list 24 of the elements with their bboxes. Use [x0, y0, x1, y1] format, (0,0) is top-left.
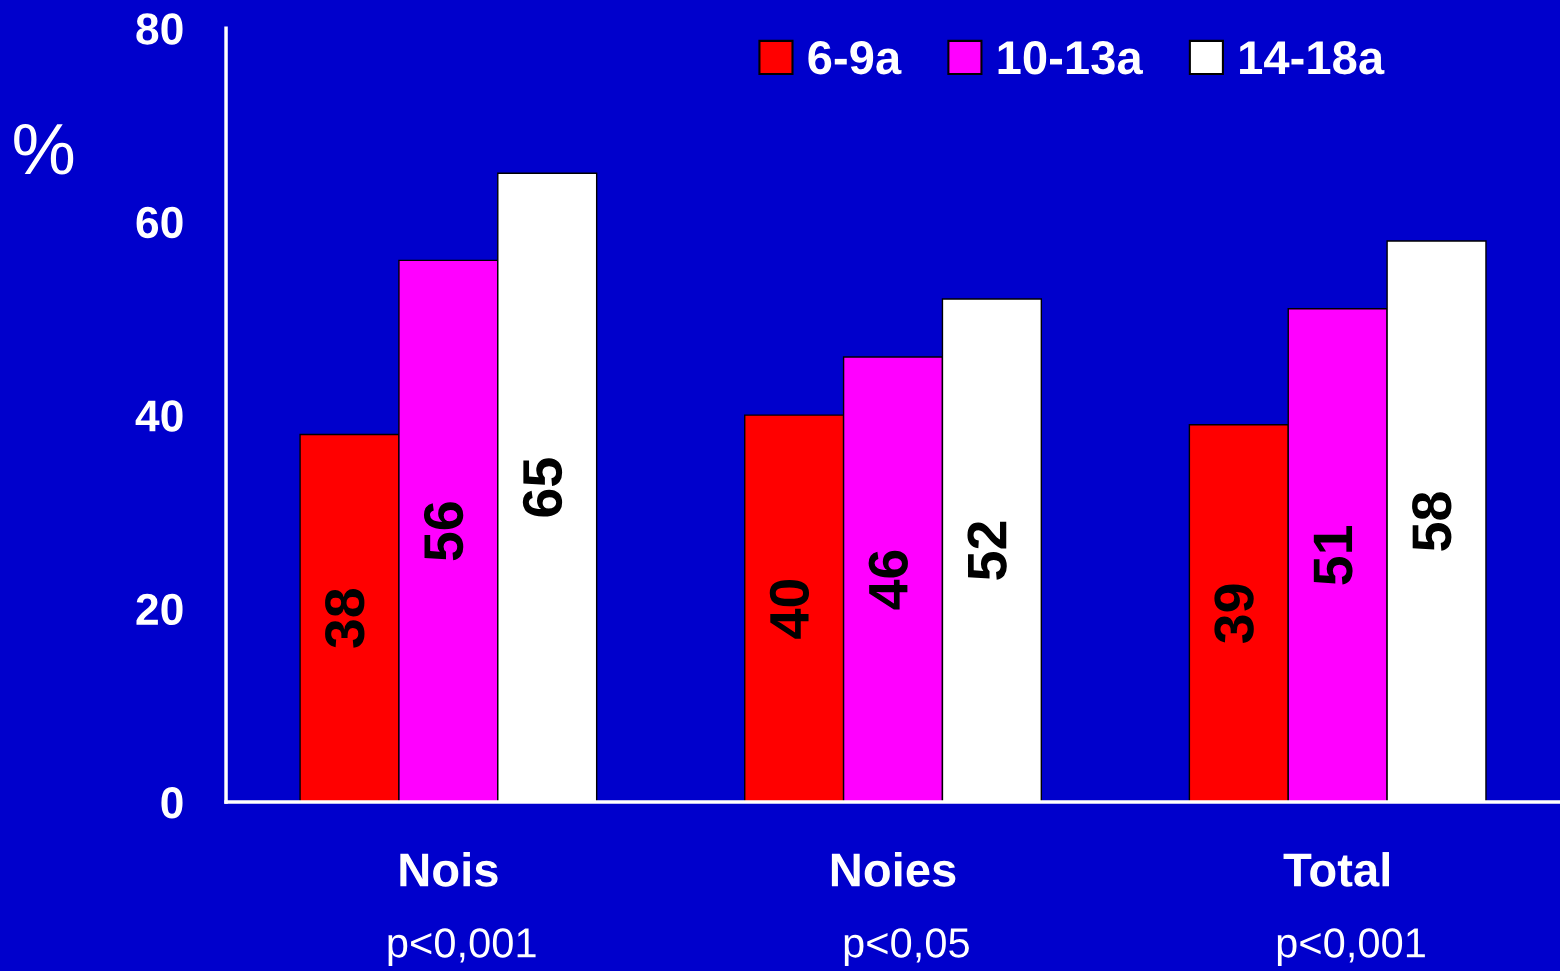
data-label: 56 [423, 502, 464, 561]
text: p<0,001 [1277, 928, 1425, 966]
data-label: 58 [1412, 492, 1452, 551]
y-tick-label: 0 [161, 787, 183, 819]
x-tick-label: Noies [831, 852, 956, 887]
data-label: 40 [769, 579, 810, 639]
x-tick-label: Total [1283, 852, 1389, 887]
y-tick-label: 60 [136, 206, 183, 239]
legend-label: 14-18a [1240, 40, 1385, 75]
x-tick-label: Nois [400, 852, 498, 887]
data-label: 46 [868, 550, 908, 610]
legend-label: 10-13a [998, 40, 1143, 75]
y-axis-title: % [14, 123, 74, 175]
y-tick-label: 20 [136, 593, 183, 626]
data-label: 51 [1313, 526, 1353, 585]
data-label: 38 [325, 589, 365, 648]
text: p<0,05 [844, 928, 969, 966]
data-label: 39 [1214, 584, 1254, 644]
y-tick-label: 80 [136, 13, 183, 45]
y-tick-label: 40 [135, 400, 183, 432]
data-label: 52 [967, 521, 1007, 580]
legend-label: 6-9a [808, 40, 902, 75]
text: p<0,001 [388, 928, 536, 966]
data-label: 65 [522, 458, 563, 517]
